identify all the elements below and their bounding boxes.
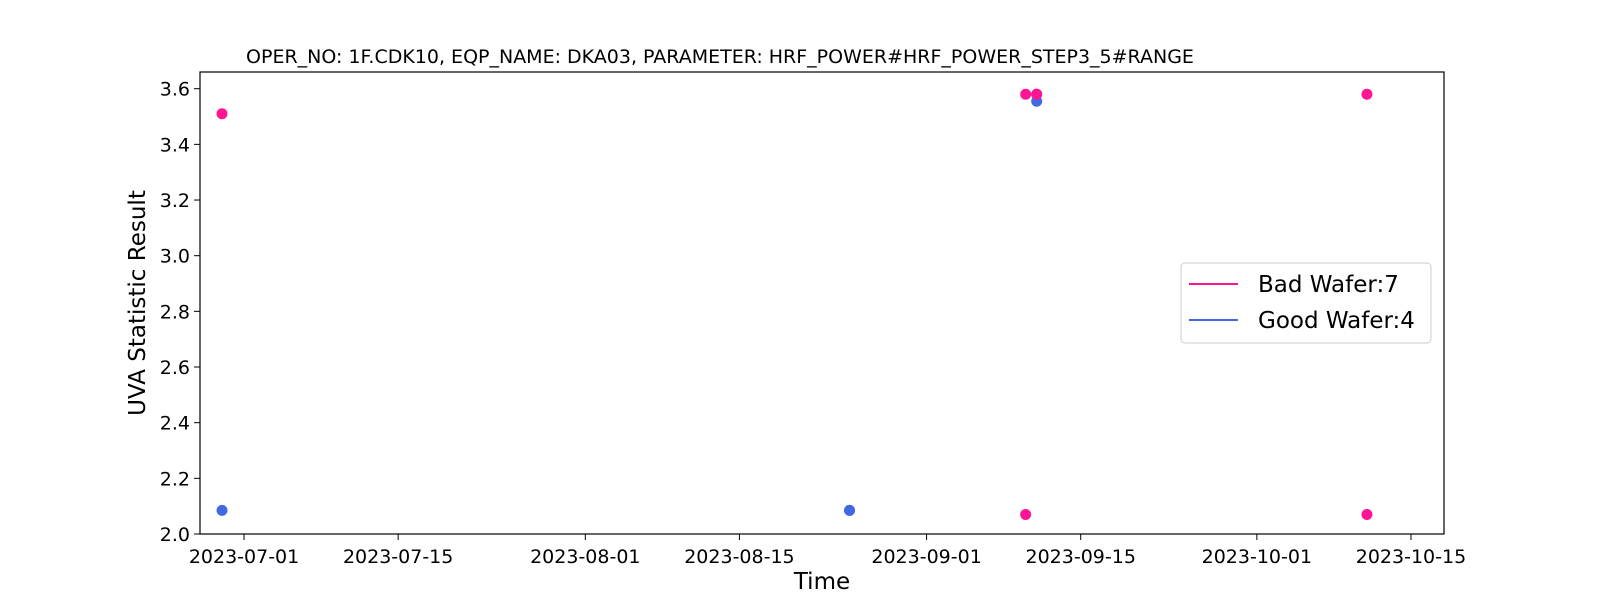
x-axis: 2023-07-01 2023-07-15 2023-08-01 2023-08-15… bbox=[189, 534, 1466, 568]
good-wafer-point bbox=[844, 504, 856, 516]
bad-wafer-point bbox=[1031, 88, 1043, 100]
y-tick-label: 2.2 bbox=[160, 468, 190, 490]
bad-wafer-point bbox=[1020, 509, 1032, 521]
bad-wafer-point bbox=[1361, 509, 1373, 521]
y-tick-label: 2.8 bbox=[160, 301, 190, 323]
bad-wafer-point bbox=[1361, 88, 1373, 100]
x-tick-label: 2023-08-15 bbox=[684, 546, 794, 568]
x-axis-label: Time bbox=[793, 569, 850, 595]
y-tick-label: 2.0 bbox=[160, 524, 190, 546]
y-tick-label: 2.6 bbox=[160, 357, 190, 379]
legend: Bad Wafer:7 Good Wafer:4 bbox=[1180, 262, 1432, 344]
x-tick-label: 2023-07-15 bbox=[343, 546, 453, 568]
bad-wafer-point bbox=[216, 108, 228, 120]
x-tick-label: 2023-10-01 bbox=[1202, 546, 1312, 568]
y-tick-label: 3.6 bbox=[160, 79, 190, 101]
x-tick-label: 2023-09-01 bbox=[871, 546, 981, 568]
chart-title: OPER_NO: 1F.CDK10, EQP_NAME: DKA03, PARA… bbox=[246, 46, 1194, 68]
good-wafer-point bbox=[216, 504, 228, 516]
y-tick-label: 3.2 bbox=[160, 190, 190, 212]
legend-label-bad-wafer: Bad Wafer:7 bbox=[1258, 272, 1399, 298]
x-tick-label: 2023-09-15 bbox=[1025, 546, 1135, 568]
y-tick-label: 3.4 bbox=[160, 134, 190, 156]
y-axis: 2.0 2.2 2.4 2.6 2.8 3.0 3.2 3.4 3.6 bbox=[160, 79, 200, 546]
x-tick-label: 2023-08-01 bbox=[530, 546, 640, 568]
x-tick-label: 2023-10-15 bbox=[1356, 546, 1466, 568]
x-tick-label: 2023-07-01 bbox=[189, 546, 299, 568]
y-tick-label: 3.0 bbox=[160, 246, 190, 268]
legend-frame bbox=[1180, 262, 1432, 344]
bad-wafer-point bbox=[1020, 88, 1032, 100]
data-points bbox=[216, 88, 1373, 521]
y-axis-label: UVA Statistic Result bbox=[125, 190, 151, 416]
y-tick-label: 2.4 bbox=[160, 413, 190, 435]
legend-label-good-wafer: Good Wafer:4 bbox=[1258, 308, 1415, 334]
plot-area bbox=[199, 71, 1445, 535]
